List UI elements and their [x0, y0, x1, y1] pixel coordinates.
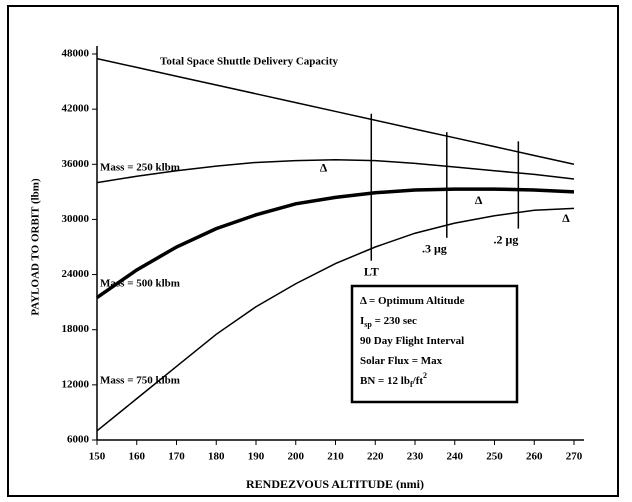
series-label: Mass = 250 klbm	[100, 162, 180, 174]
x-tick-label: 240	[447, 451, 464, 463]
notes-box	[350, 284, 519, 404]
x-tick-label: 200	[288, 451, 305, 463]
y-tick-label: 48000	[62, 48, 90, 60]
y-tick-label: 24000	[62, 268, 90, 280]
y-tick-label: 18000	[62, 323, 90, 335]
constraint-label: .3 μg	[422, 242, 447, 256]
x-tick-label: 160	[129, 451, 146, 463]
constraint-label: LT	[364, 265, 379, 279]
note-line: Solar Flux = Max	[360, 355, 443, 367]
note-part: Solar Flux = Max	[360, 355, 443, 367]
series-line	[96, 158, 575, 184]
x-tick-label: 150	[89, 451, 106, 463]
x-axis-label: RENDEZVOUS ALTITUDE (nmi)	[246, 477, 424, 491]
x-tick-label: 210	[327, 451, 344, 463]
y-tick-label: 42000	[62, 103, 90, 115]
series-line	[96, 207, 575, 432]
x-tick-label: 190	[248, 451, 265, 463]
series-label: Total Space Shuttle Delivery Capacity	[160, 56, 339, 68]
x-tick-label: 230	[407, 451, 424, 463]
y-tick-label: 12000	[62, 378, 90, 390]
optimum-marker: Δ	[320, 161, 328, 175]
series-line	[96, 187, 575, 299]
note-part: sp	[364, 320, 372, 329]
x-tick-label: 220	[367, 451, 384, 463]
note-part: 2	[423, 371, 427, 380]
constraint-label: .2 μg	[494, 232, 519, 246]
y-tick-label: 6000	[67, 434, 90, 446]
x-tick-label: 180	[208, 451, 225, 463]
note-part: f	[410, 380, 413, 389]
series-line	[96, 57, 575, 166]
x-tick-label: 250	[486, 451, 503, 463]
series-label: Mass = 500 klbm	[100, 278, 180, 290]
x-tick-label: 260	[526, 451, 543, 463]
y-tick-label: 36000	[62, 158, 90, 170]
note-line: Isp = 230 sec	[360, 315, 417, 330]
note-part: /ft	[412, 375, 424, 387]
x-tick-label: 270	[566, 451, 583, 463]
note-part: Δ = Optimum Altitude	[360, 295, 465, 307]
note-part: BN = 12 lb	[360, 375, 410, 387]
note-line: 90 Day Flight Interval	[360, 335, 464, 347]
optimum-marker: Δ	[562, 211, 570, 225]
note-part: 90 Day Flight Interval	[360, 335, 464, 347]
y-tick-label: 30000	[62, 213, 90, 225]
note-part: I	[360, 315, 364, 327]
note-part: = 230 sec	[372, 315, 417, 327]
frame	[7, 5, 619, 497]
note-line: Δ = Optimum Altitude	[360, 295, 465, 307]
series-label: Mass = 750 klbm	[100, 375, 180, 387]
note-line: BN = 12 lbf/ft2	[360, 371, 427, 389]
x-tick-label: 170	[168, 451, 185, 463]
y-axis-label: PAYLOAD TO ORBIT (lbm)	[30, 178, 42, 316]
optimum-marker: Δ	[475, 193, 483, 207]
